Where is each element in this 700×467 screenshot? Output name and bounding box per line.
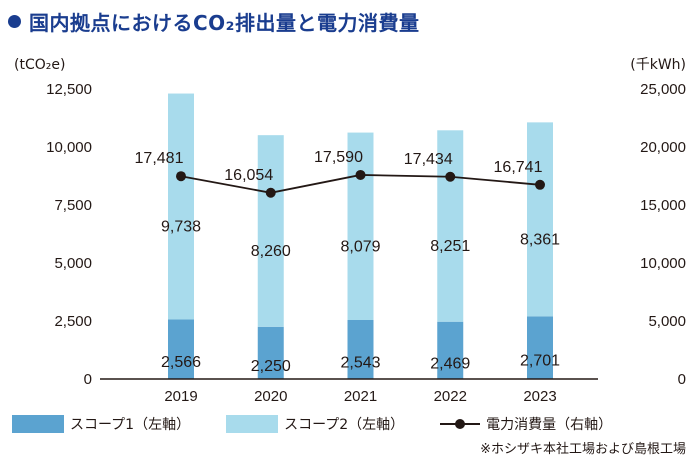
legend-swatch-scope1 xyxy=(12,415,64,433)
y-left-tick-label: 0 xyxy=(84,371,92,388)
x-tick-label: 2023 xyxy=(523,388,556,405)
y-left-tick-label: 12,500 xyxy=(46,81,92,98)
bullet-icon xyxy=(8,14,21,28)
y-right-tick-label: 0 xyxy=(678,371,686,388)
bar-scope1-2020 xyxy=(257,326,284,379)
legend-label-power: 電力消費量（右軸） xyxy=(486,417,613,433)
legend-label-scope2: スコープ2（左軸） xyxy=(284,417,405,433)
power-point-2023 xyxy=(535,179,545,190)
chart-title: 国内拠点におけるCO₂排出量と電力消費量 xyxy=(29,10,420,35)
y-right-tick-label: 25,000 xyxy=(640,81,686,98)
y-left-tick-label: 5,000 xyxy=(54,255,92,272)
bar-scope1-2023 xyxy=(527,316,553,379)
bar-scope1-2019 xyxy=(168,319,194,379)
legend-label-scope1: スコープ1（左軸） xyxy=(70,417,191,433)
label-scope1-2019: 2,566 xyxy=(161,354,201,371)
power-point-2021 xyxy=(355,169,366,180)
label-scope2-2021: 8,079 xyxy=(340,238,380,255)
power-point-2019 xyxy=(176,171,186,182)
y-right-tick-label: 15,000 xyxy=(640,197,686,214)
label-power-2022: 17,434 xyxy=(404,151,453,168)
right-axis-unit: (千kWh) xyxy=(630,57,686,73)
label-scope2-2020: 8,260 xyxy=(251,243,291,260)
power-point-2020 xyxy=(265,187,276,198)
title-row: 国内拠点におけるCO₂排出量と電力消費量 xyxy=(8,6,419,36)
label-scope1-2023: 2,701 xyxy=(520,353,560,370)
bar-scope2-2019 xyxy=(168,93,194,320)
x-tick-label: 2021 xyxy=(344,388,377,405)
label-scope2-2022: 8,251 xyxy=(430,238,470,255)
y-right-tick-label: 20,000 xyxy=(640,139,686,156)
label-power-2020: 16,054 xyxy=(224,167,273,184)
bar-scope2-2022 xyxy=(437,130,464,322)
y-left-tick-label: 7,500 xyxy=(54,197,92,214)
legend-line-marker xyxy=(440,418,481,430)
label-power-2023: 16,741 xyxy=(494,159,543,176)
bar-scope2-2021 xyxy=(347,132,374,321)
bar-scope2-2023 xyxy=(527,122,553,317)
label-scope2-2019: 9,738 xyxy=(161,219,201,236)
bar-scope1-2021 xyxy=(347,320,374,379)
label-scope1-2020: 2,250 xyxy=(251,358,291,375)
y-left-tick-label: 10,000 xyxy=(46,139,92,156)
left-axis-unit: (tCO₂e) xyxy=(14,57,65,73)
legend-swatch-scope2 xyxy=(226,415,279,433)
legend-item-scope1: スコープ1（左軸） xyxy=(12,414,190,434)
power-point-2022 xyxy=(445,171,456,182)
y-right-tick-label: 10,000 xyxy=(640,255,686,272)
legend-item-scope2: スコープ2（左軸） xyxy=(226,414,404,434)
legend-item-power: 電力消費量（右軸） xyxy=(440,414,612,434)
bar-scope2-2020 xyxy=(257,135,284,327)
label-power-2021: 17,590 xyxy=(314,149,363,166)
label-power-2019: 17,481 xyxy=(135,150,184,167)
bar-scope1-2022 xyxy=(437,321,464,379)
label-scope1-2021: 2,543 xyxy=(340,355,380,372)
y-left-tick-label: 2,500 xyxy=(54,313,92,330)
footnote: ※ホシザキ本社工場および島根工場 xyxy=(480,442,686,457)
legend: スコープ1（左軸） スコープ2（左軸） 電力消費量（右軸） xyxy=(12,414,648,434)
label-scope1-2022: 2,469 xyxy=(430,355,470,372)
x-tick-label: 2022 xyxy=(434,388,467,405)
label-scope2-2023: 8,361 xyxy=(520,231,560,248)
x-tick-label: 2019 xyxy=(164,388,197,405)
x-tick-label: 2020 xyxy=(254,388,287,405)
y-right-tick-label: 5,000 xyxy=(648,313,686,330)
